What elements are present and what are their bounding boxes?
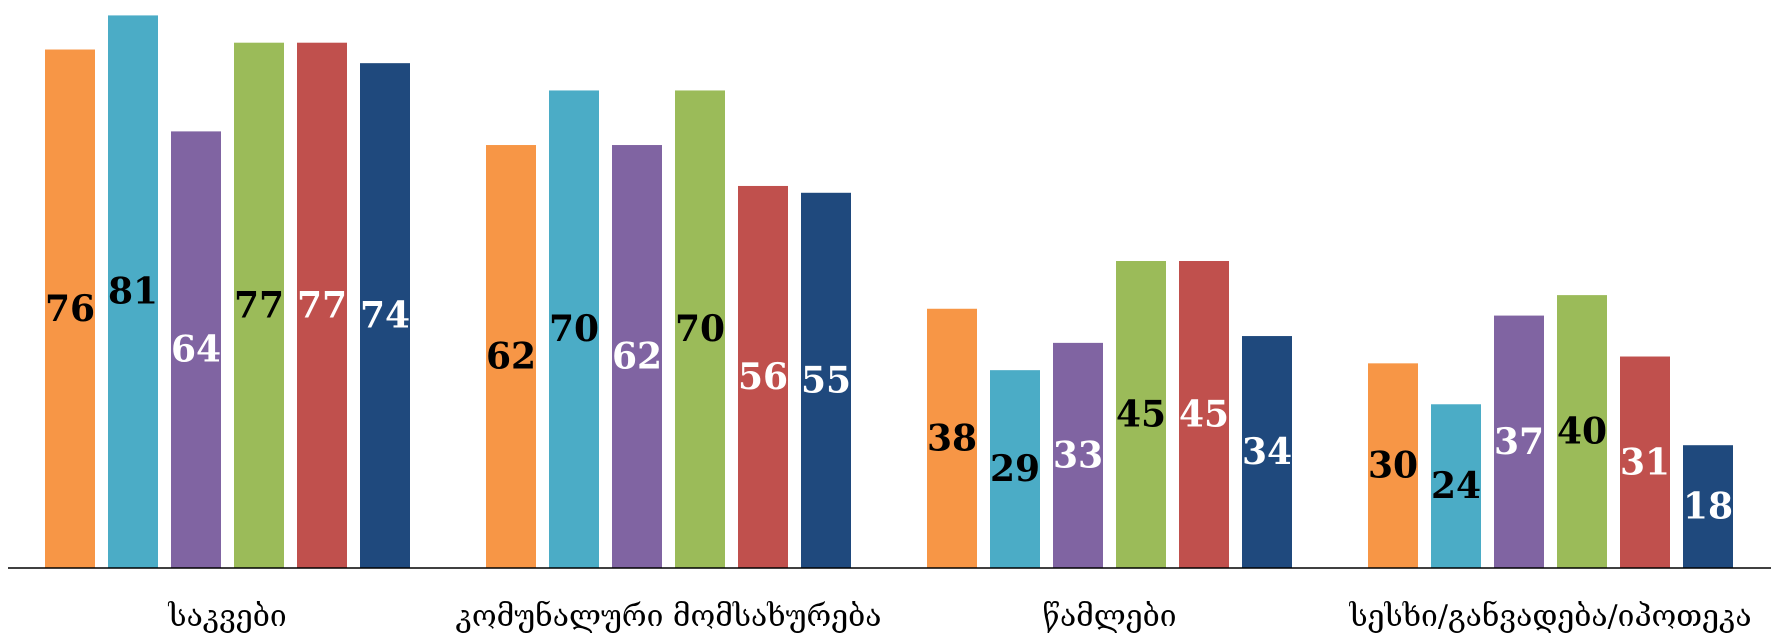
bar <box>171 131 221 568</box>
bar <box>990 370 1040 568</box>
bar <box>45 49 95 568</box>
category-label: სესხი/განვადება/იპოთეკა <box>1348 599 1751 634</box>
bar <box>297 42 347 568</box>
data-label: 76 <box>45 288 95 330</box>
value-labels-layer: 76 81 64 77 77 74 62 70 62 70 56 55 38 29 33 45 45 34 30 24… <box>45 271 1733 528</box>
data-label: 24 <box>1431 465 1481 507</box>
bar <box>1368 363 1418 568</box>
bars-layer <box>45 15 1733 569</box>
data-label: 38 <box>927 417 977 459</box>
bar <box>1242 336 1292 568</box>
data-label: 62 <box>486 336 536 378</box>
data-label: 74 <box>360 295 410 337</box>
bar <box>675 90 725 569</box>
bar <box>1494 315 1544 568</box>
data-label: 70 <box>675 308 725 350</box>
data-label: 30 <box>1368 445 1418 487</box>
category-label: კომუნალური მომსახურება <box>456 599 882 634</box>
data-label: 18 <box>1683 486 1733 528</box>
data-label: 62 <box>612 336 662 378</box>
bar <box>1116 261 1166 568</box>
bar <box>1683 445 1733 568</box>
data-label: 45 <box>1116 394 1166 436</box>
data-label: 31 <box>1620 441 1670 483</box>
data-label: 40 <box>1557 411 1607 453</box>
data-label: 77 <box>297 284 347 326</box>
bar <box>801 192 851 568</box>
category-label: წამლები <box>1043 599 1177 634</box>
data-label: 37 <box>1494 421 1544 463</box>
data-label: 33 <box>1053 434 1103 476</box>
bar <box>234 42 284 568</box>
data-label: 29 <box>990 448 1040 490</box>
data-label: 45 <box>1179 394 1229 436</box>
bar <box>486 145 536 568</box>
bar <box>1053 342 1103 568</box>
bar <box>549 90 599 569</box>
bar <box>612 145 662 568</box>
bar <box>927 308 977 568</box>
data-label: 55 <box>801 359 851 401</box>
data-label: 81 <box>108 271 158 313</box>
bar <box>1431 404 1481 568</box>
bar <box>108 15 158 568</box>
bar <box>360 63 410 568</box>
data-label: 56 <box>738 356 788 398</box>
bar <box>1557 295 1607 568</box>
bar <box>738 185 788 568</box>
bar <box>1179 261 1229 568</box>
data-label: 64 <box>171 329 221 371</box>
data-label: 34 <box>1242 431 1292 473</box>
data-label: 70 <box>549 308 599 350</box>
bar <box>1620 356 1670 568</box>
category-label: საკვები <box>167 599 286 634</box>
data-label: 77 <box>234 284 284 326</box>
category-labels-layer: საკვები კომუნალური მომსახურება წამლები სესხ… <box>167 599 1751 634</box>
